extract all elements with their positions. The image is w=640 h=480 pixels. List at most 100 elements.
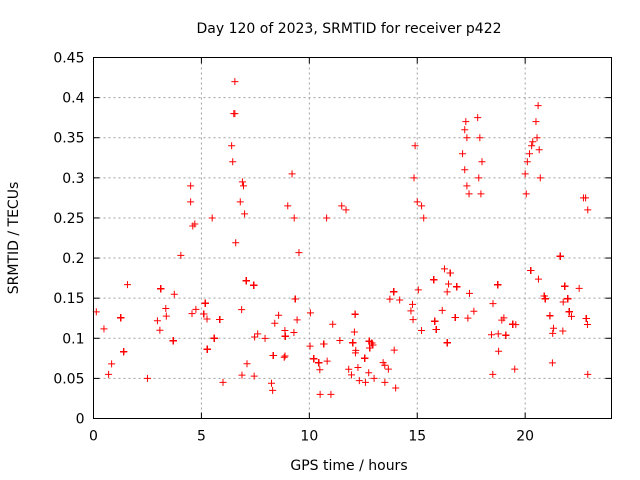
data-point (156, 326, 164, 334)
data-point (511, 365, 519, 373)
data-point (316, 390, 324, 398)
data-point (336, 337, 344, 345)
data-point (474, 114, 482, 122)
data-point (443, 339, 451, 347)
data-point (533, 134, 541, 142)
data-point (310, 355, 318, 363)
data-point (187, 198, 195, 206)
data-point (431, 317, 439, 325)
data-point (347, 371, 355, 379)
data-point (352, 346, 360, 354)
data-point (200, 310, 208, 318)
data-point (494, 330, 502, 338)
data-point (281, 326, 289, 334)
data-point (240, 182, 248, 190)
data-point (582, 315, 590, 323)
data-point (316, 366, 324, 374)
data-point (251, 333, 259, 341)
data-point (108, 360, 116, 368)
data-point (384, 365, 392, 373)
y-tick-label: 0.45 (53, 51, 84, 67)
data-point (522, 190, 530, 198)
data-point (177, 251, 185, 259)
grid-lines (93, 57, 612, 419)
y-tick-label: 0.15 (53, 291, 84, 307)
data-point (546, 312, 554, 320)
data-point (567, 312, 575, 320)
y-tick-label: 0.4 (62, 91, 84, 107)
data-point (231, 78, 239, 86)
data-point (269, 351, 277, 359)
data-point (208, 214, 216, 222)
data-point (463, 134, 471, 142)
data-point (559, 327, 567, 335)
data-point (459, 150, 467, 158)
data-point (451, 313, 459, 321)
data-point (250, 281, 258, 289)
data-point (232, 239, 240, 247)
data-point (409, 300, 417, 308)
data-point (559, 298, 567, 306)
data-point (216, 316, 224, 324)
data-point (561, 282, 569, 290)
data-point (536, 174, 544, 182)
y-tick-label: 0.05 (53, 371, 84, 387)
data-point (100, 325, 108, 333)
data-point (365, 369, 373, 377)
y-tick-label: 0.2 (62, 251, 84, 267)
data-point (250, 372, 258, 380)
data-point (354, 363, 362, 371)
data-point (281, 352, 289, 360)
data-point (290, 329, 298, 337)
data-point (540, 292, 548, 300)
data-point (369, 341, 377, 349)
data-point (584, 370, 592, 378)
data-point (390, 346, 398, 354)
data-point (583, 320, 591, 328)
data-point (117, 314, 125, 322)
data-point (528, 142, 536, 150)
data-point (315, 359, 323, 367)
data-point (487, 331, 495, 339)
data-point (254, 330, 262, 338)
data-point (242, 277, 250, 285)
data-point (295, 249, 303, 257)
data-point (229, 158, 237, 166)
data-point (261, 334, 269, 342)
data-point (464, 314, 472, 322)
chart-title: Day 120 of 2023, SRMTID for receiver p42… (196, 21, 501, 37)
data-point (188, 310, 196, 318)
data-point (430, 276, 438, 284)
data-point (575, 284, 583, 292)
data-point (123, 281, 131, 289)
data-point (203, 345, 211, 353)
data-point (338, 202, 346, 210)
data-point (120, 348, 128, 356)
data-point (219, 378, 227, 386)
data-point (275, 311, 283, 319)
data-point (293, 316, 301, 324)
data-point (370, 374, 378, 382)
data-point (271, 319, 279, 327)
y-axis-label: SRMTID / TECUs (6, 182, 22, 295)
data-point (201, 299, 209, 307)
x-tick-label: 5 (197, 429, 206, 445)
data-point (238, 178, 246, 186)
data-point (231, 110, 239, 118)
data-point (565, 308, 573, 316)
data-point (523, 158, 531, 166)
data-point (407, 307, 415, 315)
x-tick-label: 15 (408, 429, 426, 445)
data-point (396, 296, 404, 304)
y-tick-label: 0.3 (62, 171, 84, 187)
data-point (418, 327, 426, 335)
data-point (489, 300, 497, 308)
data-point (210, 334, 218, 342)
y-tick-label: 0.1 (62, 331, 84, 347)
data-point (290, 214, 298, 222)
data-point (462, 118, 470, 126)
data-point (306, 342, 314, 350)
data-point (267, 379, 275, 387)
data-point (535, 146, 543, 154)
